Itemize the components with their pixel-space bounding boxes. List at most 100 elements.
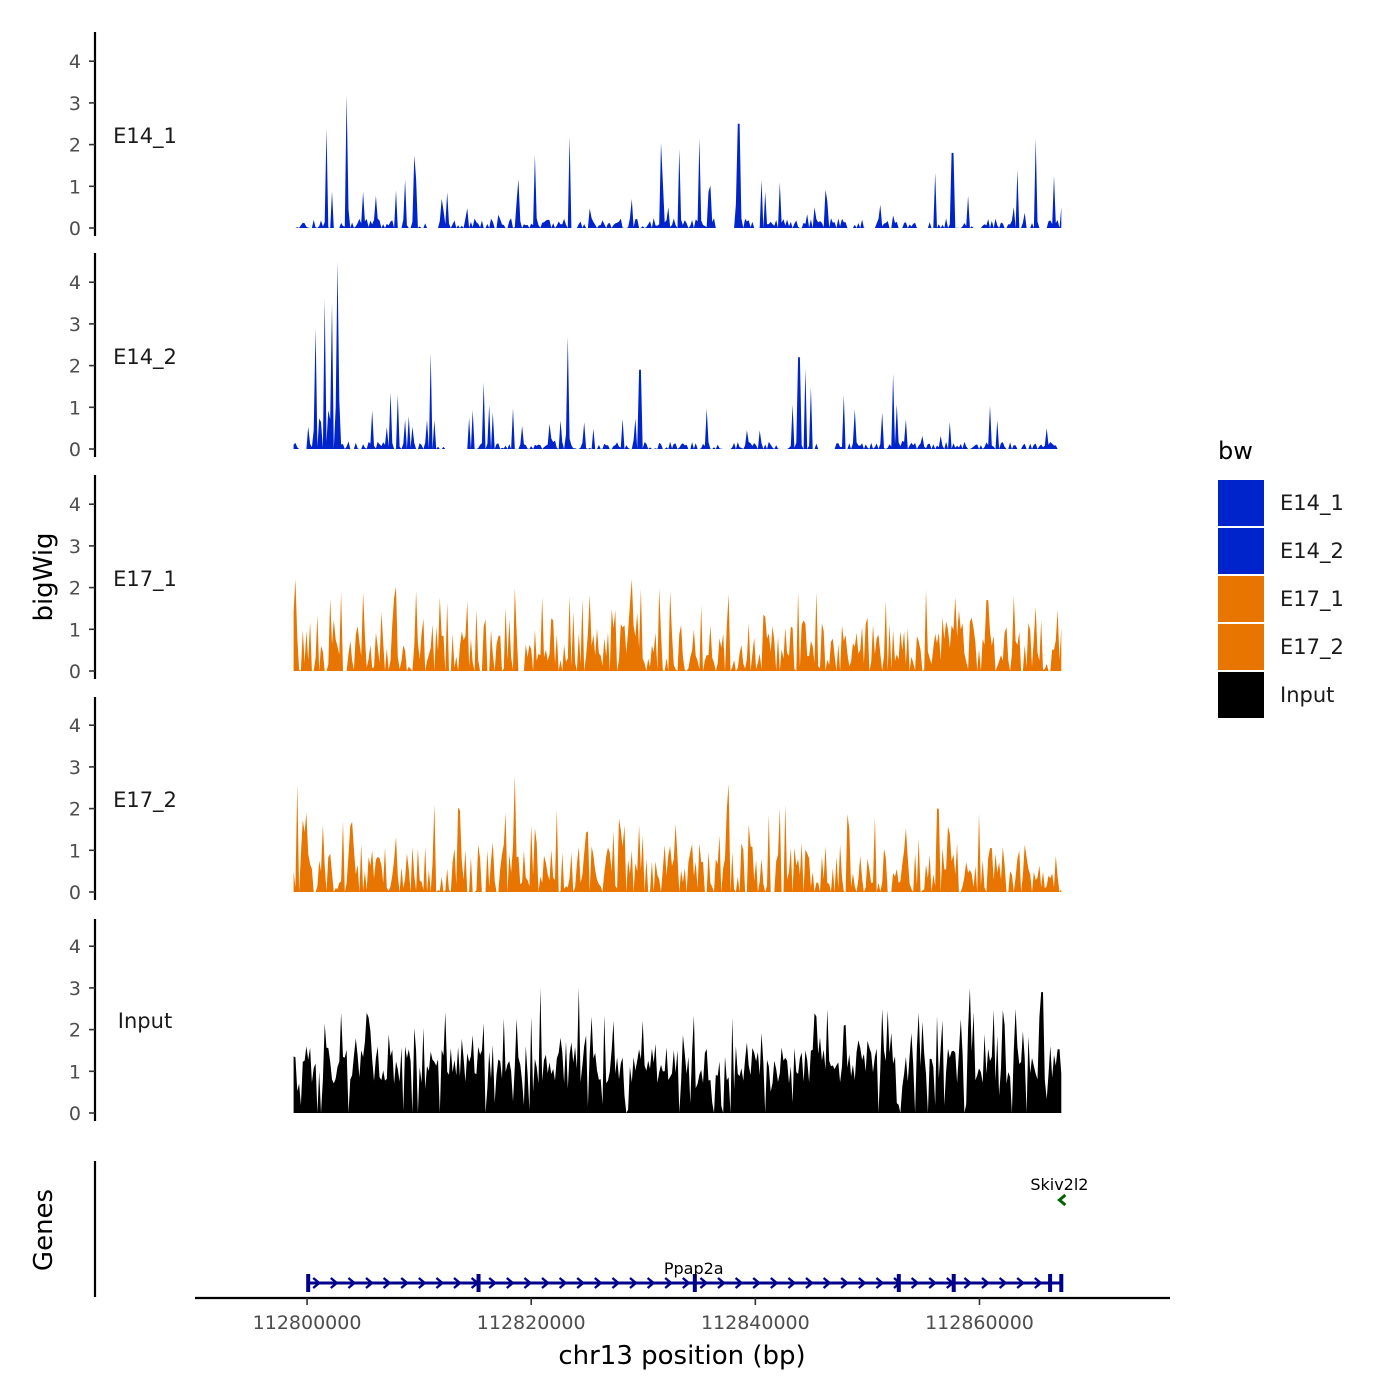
track-e17-2: 0 1 2 3 4 E17_2 xyxy=(69,697,1062,904)
strand-arrow xyxy=(734,1277,744,1289)
y-tick-label: 0 xyxy=(69,661,81,683)
y-tick-label: 1 xyxy=(69,397,81,419)
coverage-area-e14-2 xyxy=(293,261,1062,449)
y-tick-label: 4 xyxy=(69,272,81,294)
coverage-area-e17-1 xyxy=(293,579,1062,671)
y-tick-label: 4 xyxy=(69,494,81,516)
strand-arrow xyxy=(330,1277,339,1289)
strand-arrow xyxy=(506,1277,515,1289)
gene-label-skiv2l2: Skiv2l2 xyxy=(1030,1175,1088,1194)
y-tick-label: 0 xyxy=(69,882,81,904)
y-tick-label: 2 xyxy=(69,135,81,157)
strand-arrow xyxy=(805,1277,814,1289)
y-tick-label: 3 xyxy=(69,314,81,336)
legend-label-e14-1: E14_1 xyxy=(1280,491,1344,516)
strand-arrow xyxy=(1034,1277,1043,1289)
genes-axis-title: Genes xyxy=(29,1189,59,1271)
strand-arrow xyxy=(1016,1277,1026,1289)
gene-ppap2a: Ppap2a xyxy=(306,1259,1064,1292)
strand-arrow xyxy=(928,1277,938,1289)
track-label-e14-1: E14_1 xyxy=(113,124,177,149)
y-axis-title: bigWig xyxy=(29,532,59,621)
strand-arrow xyxy=(312,1277,322,1289)
strand-arrow xyxy=(646,1277,656,1289)
exon xyxy=(692,1274,697,1292)
track-label-e14-2: E14_2 xyxy=(113,345,177,370)
strand-arrow xyxy=(347,1277,357,1289)
y-tick-label: 1 xyxy=(69,1061,81,1083)
track-label-e17-2: E17_2 xyxy=(113,788,177,813)
gene-skiv2l2: Skiv2l2 xyxy=(1030,1175,1088,1207)
y-tick-label: 2 xyxy=(69,356,81,378)
track-label-input: Input xyxy=(118,1009,172,1033)
x-tick-label: 112820000 xyxy=(477,1312,586,1334)
strand-arrow xyxy=(664,1277,674,1289)
legend-label-e17-1: E17_1 xyxy=(1280,587,1344,612)
strand-arrow xyxy=(981,1277,990,1289)
legend-swatch-input xyxy=(1218,672,1264,718)
strand-arrow xyxy=(910,1277,920,1289)
strand-arrow xyxy=(611,1277,621,1289)
y-tick-label: 3 xyxy=(69,978,81,1000)
gene-label-ppap2a: Ppap2a xyxy=(664,1259,724,1278)
strand-arrow xyxy=(453,1277,462,1289)
bigwig-tracks: 0 1 2 3 4 E14_1 0 1 2 3 4 E14_2 0 1 2 3 4 E17_1 0 1 2 3 4 E17_2… xyxy=(69,32,1062,1125)
y-tick-label: 2 xyxy=(69,1020,81,1042)
track-e14-1: 0 1 2 3 4 E14_1 xyxy=(69,32,1062,240)
legend-swatch-e17-1 xyxy=(1218,576,1264,622)
track-label-e17-1: E17_1 xyxy=(113,567,177,592)
strand-arrow xyxy=(488,1277,498,1289)
coverage-area-e17-2 xyxy=(293,775,1062,892)
track-e17-1: 0 1 2 3 4 E17_1 xyxy=(69,475,1062,683)
legend-swatch-e14-1 xyxy=(1218,480,1264,526)
strand-arrow xyxy=(523,1277,533,1289)
strand-arrow xyxy=(875,1277,885,1289)
strand-arrow xyxy=(682,1277,691,1289)
y-tick-label: 2 xyxy=(69,799,81,821)
strand-arrow xyxy=(822,1277,832,1289)
strand-arrow xyxy=(382,1277,392,1289)
strand-arrow xyxy=(963,1277,973,1289)
y-tick-label: 3 xyxy=(69,536,81,558)
legend: bw E14_1 E14_2 E17_1 E17_2 Input xyxy=(1218,437,1344,718)
strand-arrow xyxy=(558,1277,568,1289)
x-tick-label: 112840000 xyxy=(701,1312,810,1334)
strand-arrow xyxy=(594,1277,603,1289)
track-e14-2: 0 1 2 3 4 E14_2 xyxy=(69,253,1062,461)
strand-arrow xyxy=(840,1277,850,1289)
exon xyxy=(1059,1274,1064,1292)
y-tick-label: 2 xyxy=(69,578,81,600)
y-tick-label: 4 xyxy=(69,715,81,737)
exon xyxy=(306,1274,311,1292)
strand-arrow xyxy=(787,1277,797,1289)
strand-arrow xyxy=(1057,1193,1067,1207)
y-tick-label: 4 xyxy=(69,936,81,958)
y-tick-label: 0 xyxy=(69,218,81,240)
coverage-area-input xyxy=(293,987,1062,1113)
strand-arrow xyxy=(699,1277,709,1289)
exon xyxy=(951,1274,956,1292)
y-tick-label: 3 xyxy=(69,757,81,779)
strand-arrow xyxy=(858,1277,867,1289)
y-tick-label: 1 xyxy=(69,176,81,198)
legend-label-e14-2: E14_2 xyxy=(1280,539,1344,564)
strand-arrow xyxy=(770,1277,779,1289)
strand-arrow xyxy=(541,1277,550,1289)
legend-label-input: Input xyxy=(1280,683,1334,707)
x-tick-label: 112860000 xyxy=(925,1312,1034,1334)
y-tick-label: 1 xyxy=(69,840,81,862)
x-axis-title: chr13 position (bp) xyxy=(558,1341,805,1371)
genes-panel: 112800000 112820000 112840000 112860000 Ppap… xyxy=(93,1161,1170,1334)
strand-arrow xyxy=(752,1277,762,1289)
strand-arrow xyxy=(998,1277,1008,1289)
exon xyxy=(476,1274,481,1292)
strand-arrow xyxy=(400,1277,410,1289)
y-tick-label: 4 xyxy=(69,51,81,73)
strand-arrow xyxy=(418,1277,427,1289)
legend-label-e17-2: E17_2 xyxy=(1280,635,1344,660)
strand-arrow xyxy=(365,1277,374,1289)
y-tick-label: 0 xyxy=(69,1103,81,1125)
y-tick-label: 3 xyxy=(69,93,81,115)
exon xyxy=(896,1274,901,1292)
track-input: 0 1 2 3 4 Input xyxy=(69,919,1062,1125)
